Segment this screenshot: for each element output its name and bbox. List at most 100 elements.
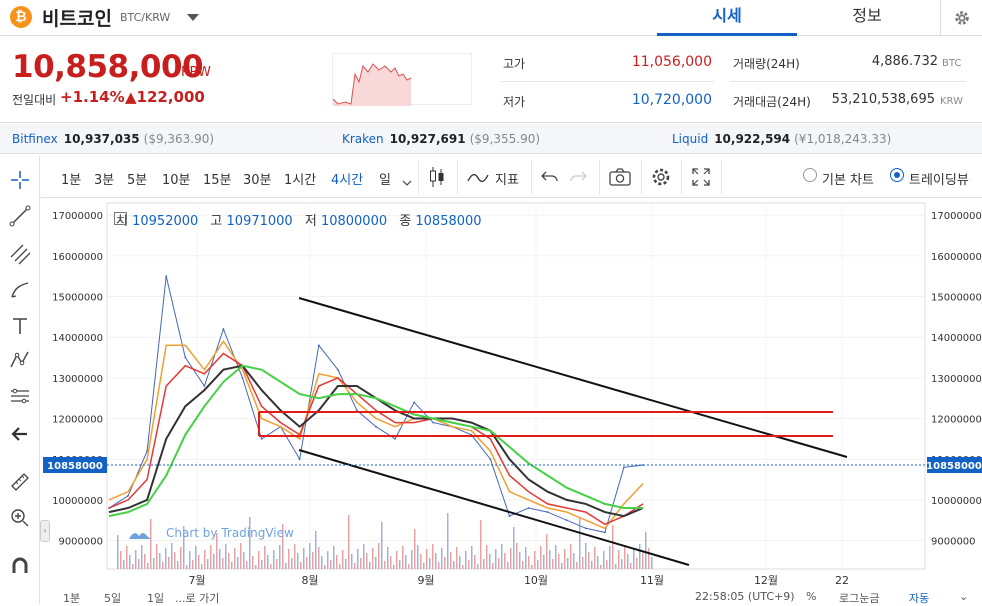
exchange-name: Bitfinex xyxy=(12,132,58,146)
candlestick-icon[interactable] xyxy=(427,165,447,193)
redo-icon[interactable] xyxy=(569,168,587,188)
basic-chart-label[interactable]: 기본 차트 xyxy=(822,173,874,188)
settings-gear-icon[interactable] xyxy=(940,0,982,36)
camera-icon[interactable] xyxy=(608,167,632,191)
text-icon[interactable] xyxy=(6,312,34,340)
indicator-button[interactable]: 지표 xyxy=(495,173,519,188)
pattern-icon[interactable] xyxy=(6,346,34,374)
exchange-bitfinex[interactable]: Bitfinex 10,937,035 ($9,363.90) xyxy=(12,132,214,146)
collapse-tools-handle[interactable]: ‹ xyxy=(40,520,50,542)
volume-bar xyxy=(270,564,272,569)
tradingview-radio[interactable] xyxy=(890,168,904,182)
price-point xyxy=(623,466,625,469)
volume-bar xyxy=(624,545,626,569)
volume-bar xyxy=(144,554,146,569)
interval-day[interactable]: 일 xyxy=(379,173,391,188)
volume-bar xyxy=(261,560,263,569)
exchange-price: 10,927,691 xyxy=(389,132,466,146)
volume-bar xyxy=(501,544,503,569)
chart-settings-icon[interactable] xyxy=(650,166,672,192)
crosshair-icon[interactable] xyxy=(6,166,34,194)
coin-dropdown-icon[interactable] xyxy=(187,14,199,21)
interval-4hour[interactable]: 4시간 xyxy=(331,173,364,188)
current-price-label-right: 10858000 xyxy=(926,461,982,472)
volume-bar xyxy=(627,554,629,569)
drawing-tools xyxy=(0,156,40,604)
volume-bar xyxy=(315,531,317,569)
expand-icon[interactable]: ⌄ xyxy=(959,590,969,603)
range-1day[interactable]: 1일 xyxy=(147,592,165,605)
volume-bar xyxy=(240,543,242,569)
volume-bar xyxy=(348,515,350,569)
volume-bar xyxy=(423,563,425,569)
volume-bar xyxy=(330,560,332,569)
volume-bar xyxy=(363,544,365,569)
volume-bar xyxy=(306,557,308,569)
exchange-usd: ($9,355.90) xyxy=(469,132,541,146)
prediction-icon[interactable] xyxy=(6,382,34,410)
volume-bar xyxy=(462,565,464,569)
interval-15min[interactable]: 15분 xyxy=(203,173,232,188)
volume-bar xyxy=(357,549,359,569)
interval-1min[interactable]: 1분 xyxy=(61,173,82,188)
volume-bar xyxy=(519,552,521,569)
volume-bar xyxy=(399,560,401,569)
chart-svg[interactable]: 17000000 17000000 16000000 16000000 15000000… xyxy=(41,199,982,588)
percent-toggle[interactable]: % xyxy=(806,590,817,603)
interval-dropdown-icon[interactable] xyxy=(402,173,412,192)
tradingview-watermark: Chart by TradingView xyxy=(166,526,294,540)
interval-30min[interactable]: 30분 xyxy=(243,173,272,188)
y-tick-label-left: 15000000 xyxy=(52,293,103,304)
volume-bar xyxy=(498,558,500,569)
interval-5min[interactable]: 5분 xyxy=(127,173,148,188)
volume-bar xyxy=(231,562,233,569)
ohlc-open-label: 시 xyxy=(116,214,128,229)
tab-quote[interactable]: 시세 xyxy=(657,0,797,36)
volume-bar xyxy=(543,555,545,569)
interval-1hour[interactable]: 1시간 xyxy=(284,173,317,188)
log-scale-toggle[interactable]: 로그눈금 xyxy=(839,592,880,605)
interval-3min[interactable]: 3분 xyxy=(94,173,115,188)
volume-bar xyxy=(294,544,296,569)
indicator-icon[interactable] xyxy=(467,170,489,189)
volume-bar xyxy=(171,543,173,569)
exchange-kraken[interactable]: Kraken 10,927,691 ($9,355.90) xyxy=(342,132,540,146)
ohlc-low: 10800000 xyxy=(320,214,388,229)
magnet-icon[interactable] xyxy=(6,552,34,580)
arrow-left-icon[interactable] xyxy=(6,420,34,448)
volume-bar xyxy=(651,557,653,569)
amount-value: 53,210,538,695 xyxy=(831,92,935,107)
undo-icon[interactable] xyxy=(541,168,559,188)
exchange-liquid[interactable]: Liquid 10,922,594 (¥1,018,243.33) xyxy=(672,132,891,146)
divider xyxy=(721,160,722,194)
change-percent: +1.14% xyxy=(60,88,125,106)
zoom-in-icon[interactable] xyxy=(6,504,34,532)
range-5day[interactable]: 5일 xyxy=(104,592,122,605)
volume-bar xyxy=(213,554,215,569)
trend-line-icon[interactable] xyxy=(6,202,34,230)
goto-date[interactable]: ...로 가기 xyxy=(175,592,220,605)
volume-bar xyxy=(147,563,149,569)
volume-bar xyxy=(450,552,452,569)
fullscreen-icon[interactable] xyxy=(691,167,711,191)
y-tick-label-right: 15000000 xyxy=(931,293,982,304)
pitchfork-icon[interactable] xyxy=(6,240,34,268)
volume-bar xyxy=(318,547,320,569)
ruler-icon[interactable] xyxy=(6,468,34,496)
volume-bar xyxy=(576,562,578,569)
price-chart[interactable]: 17000000 17000000 16000000 16000000 15000000… xyxy=(41,199,982,604)
auto-scale-toggle[interactable]: 자동 xyxy=(909,592,930,605)
volume-bar xyxy=(612,525,614,569)
trend-line-lower xyxy=(298,449,690,566)
range-1min[interactable]: 1분 xyxy=(63,592,81,605)
price-point xyxy=(375,425,377,428)
collapse-legend-icon[interactable]: + xyxy=(114,211,127,225)
tab-info[interactable]: 정보 xyxy=(852,6,882,25)
tradingview-label[interactable]: 트레이딩뷰 xyxy=(909,173,969,188)
price-point xyxy=(432,421,435,424)
price-point xyxy=(241,376,244,379)
y-tick-label-left: 13000000 xyxy=(52,374,103,385)
interval-10min[interactable]: 10분 xyxy=(162,173,191,188)
basic-chart-radio[interactable] xyxy=(803,168,817,182)
brush-icon[interactable] xyxy=(6,276,34,304)
